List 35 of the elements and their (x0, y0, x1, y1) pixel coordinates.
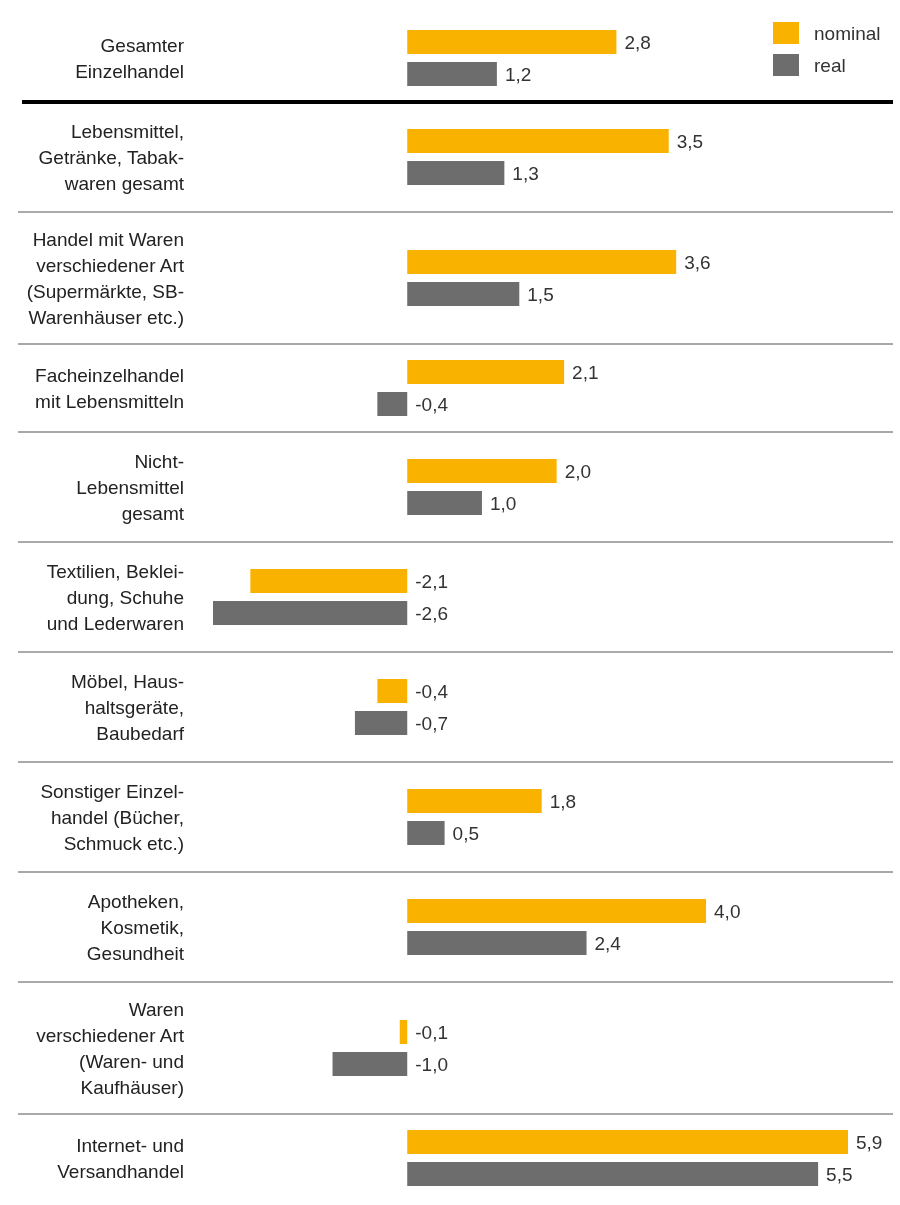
y-tick-label: Apotheken, Kosmetik, Gesundheit (86, 890, 185, 964)
data-label: 3,5 (676, 130, 704, 152)
data-label: 3,6 (684, 251, 711, 273)
data-label: -0,7 (415, 712, 448, 734)
y-tick-label: Internet- und Versandhandel (57, 1134, 184, 1182)
data-label: 0,5 (452, 822, 480, 844)
y-tick-label: Nicht- Lebensmittel gesamt (76, 450, 185, 524)
data-label: 2,1 (572, 361, 599, 383)
data-label: 5,9 (856, 1131, 883, 1153)
data-label: 4,0 (714, 900, 741, 922)
legend-label: real (814, 54, 846, 76)
data-label: -2,6 (415, 602, 448, 624)
data-label: 1,3 (512, 162, 539, 184)
y-tick-label: Facheinzelhandel mit Lebensmitteln (35, 364, 184, 412)
data-label: 1,0 (489, 492, 517, 514)
y-tick-label: Waren verschiedener Art (Waren- und Kaufhäuser) (36, 998, 185, 1098)
y-tick-label: Handel mit Waren verschiedener Art (Supermärkte, SB- Warenhäuser etc.) (26, 228, 185, 328)
legend-label: nominal (814, 22, 881, 44)
y-tick-label: Lebensmittel, Getränke, Tabak- waren gesamt (38, 120, 185, 194)
data-label: 2,4 (594, 932, 622, 954)
data-label: 1,8 (549, 790, 577, 812)
data-label: -2,1 (415, 570, 448, 592)
data-label: -1,0 (415, 1053, 448, 1075)
data-label: 5,5 (826, 1163, 853, 1185)
y-tick-label: Sonstiger Einzel- handel (Bücher, Schmuck etc.) (40, 780, 184, 854)
data-label: 2,0 (564, 460, 592, 482)
data-label: -0,4 (415, 393, 449, 415)
y-tick-label: Textilien, Beklei- dung, Schuhe und Lederwaren (46, 560, 184, 634)
y-tick-label: Möbel, Haus- haltsgeräte, Baubedarf (71, 670, 185, 744)
data-label: 2,8 (624, 31, 651, 53)
data-label: -0,1 (415, 1021, 448, 1043)
y-tick-label: Gesamter Einzelhandel (75, 34, 185, 82)
data-label: 1,5 (527, 283, 554, 305)
data-label: -0,4 (415, 680, 449, 702)
data-label: 1,2 (504, 63, 532, 85)
